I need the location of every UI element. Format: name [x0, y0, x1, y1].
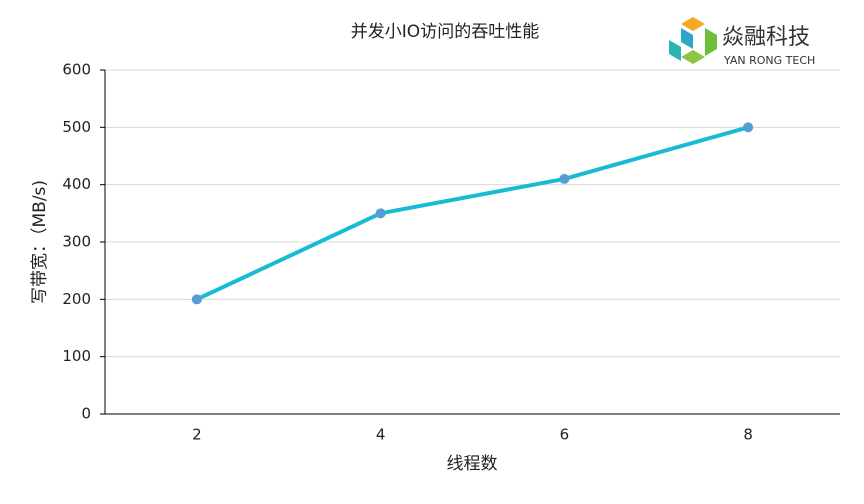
y-tick-label: 100	[62, 347, 91, 365]
data-point	[191, 294, 202, 305]
x-tick-label: 6	[560, 426, 570, 444]
y-tick-label: 400	[62, 175, 91, 193]
x-axis-label: 线程数	[447, 454, 498, 474]
y-tick-label: 300	[62, 233, 91, 251]
y-tick-label: 0	[81, 405, 91, 423]
data-line	[196, 125, 749, 302]
x-tick-label: 2	[192, 426, 202, 444]
x-tick-label: 4	[376, 426, 386, 444]
logo-name: 焱融科技	[722, 25, 810, 50]
data-point	[559, 173, 570, 184]
chart-title: 并发小IO访问的吞吐性能	[351, 22, 539, 42]
y-axis-label: 写带宽：（MB/s)	[30, 180, 50, 304]
y-tick-label: 500	[62, 118, 91, 136]
x-tick-label: 8	[743, 426, 753, 444]
logo-subtitle: YAN RONG TECH	[723, 54, 815, 67]
logo-icon	[669, 17, 717, 64]
y-tick-label: 600	[62, 61, 91, 79]
data-point	[743, 122, 754, 133]
data-point	[375, 208, 386, 219]
y-tick-label: 200	[62, 290, 91, 308]
